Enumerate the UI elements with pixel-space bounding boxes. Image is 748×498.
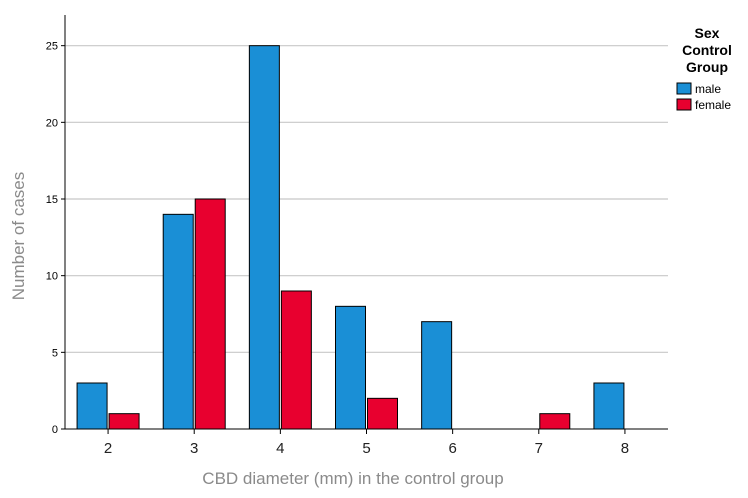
bar-male-8 <box>593 382 625 430</box>
x-tick-label: 4 <box>276 440 284 457</box>
legend-swatch-male <box>676 82 692 95</box>
x-tick-label: 7 <box>535 440 543 457</box>
y-tick-label: 0 <box>52 424 58 436</box>
x-tick-label: 2 <box>104 440 112 457</box>
y-tick-label: 20 <box>46 117 58 129</box>
x-tick-label: 6 <box>448 440 456 457</box>
bar-female-2 <box>108 413 140 430</box>
x-tick-label: 8 <box>621 440 629 457</box>
y-tick-label: 25 <box>46 41 58 53</box>
bar-female-3 <box>194 198 226 430</box>
legend-title-line-3: Group <box>686 59 728 75</box>
bar-male-6 <box>421 321 453 430</box>
gridlines <box>65 45 668 353</box>
bar-male-3 <box>162 213 194 430</box>
x-axis-title: CBD diameter (mm) in the control group <box>202 469 503 488</box>
x-tick-label: 3 <box>190 440 198 457</box>
y-tick-label: 5 <box>52 347 58 359</box>
legend-title-line-2: Control <box>682 42 732 58</box>
legend-label-female: female <box>695 98 731 112</box>
bars <box>76 45 625 430</box>
bar-female-7 <box>539 413 571 430</box>
bar-male-5 <box>335 305 366 430</box>
legend-label-male: male <box>695 82 721 96</box>
bar-female-4 <box>280 290 312 430</box>
bar-male-2 <box>76 382 108 430</box>
legend-swatch-female <box>676 98 692 111</box>
y-tick-label: 15 <box>46 194 58 206</box>
legend-title-line-1: Sex <box>695 25 720 41</box>
bar-female-5 <box>367 397 398 430</box>
y-axis: 0 5 10 15 20 25 <box>46 15 66 436</box>
bar-male-4 <box>248 45 280 430</box>
y-axis-title: Number of cases <box>9 172 28 301</box>
y-tick-label: 10 <box>46 271 58 283</box>
legend: Sex Control Group male female <box>676 25 732 112</box>
x-tick-label: 5 <box>362 440 370 457</box>
x-axis: 2 3 4 5 6 7 8 <box>65 428 668 457</box>
